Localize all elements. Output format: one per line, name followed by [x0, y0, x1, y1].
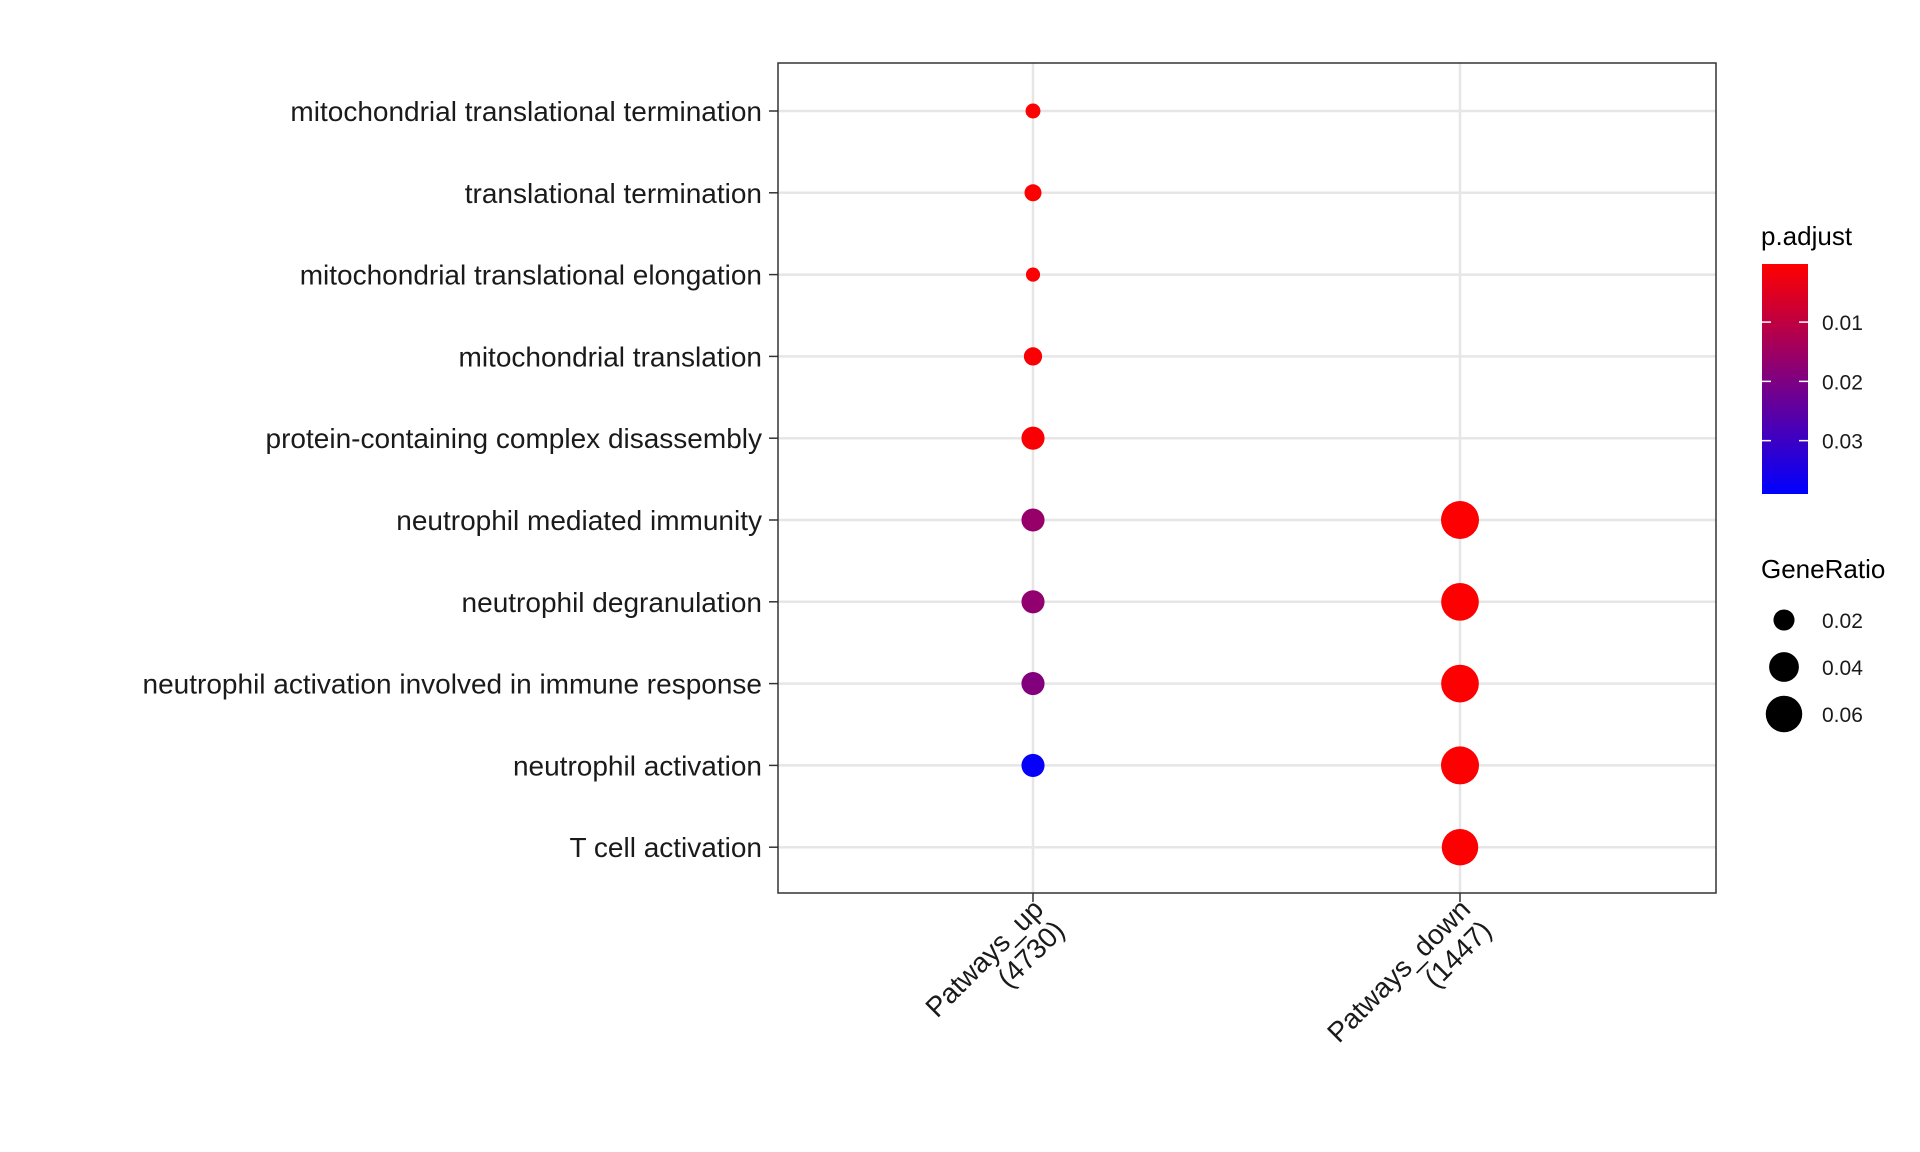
- x-tick-label-text: Patways_up(4730): [919, 893, 1070, 1044]
- x-tick-label-text: Patways_down(1447): [1321, 893, 1497, 1069]
- size-legend-label: 0.02: [1822, 610, 1863, 633]
- data-point: [1025, 267, 1041, 282]
- size-legend-title: GeneRatio: [1761, 554, 1885, 584]
- color-legend-title: p.adjust: [1761, 221, 1853, 251]
- y-tick-label: neutrophil activation involved in immune…: [143, 669, 762, 700]
- color-tick-label: 0.03: [1822, 431, 1863, 454]
- x-tick-label: Patways_down(1447): [1321, 893, 1497, 1069]
- color-tick-label: 0.01: [1822, 312, 1863, 335]
- size-legend: GeneRatio 0.02 0.04 0.06: [1761, 554, 1885, 733]
- y-tick-label: T cell activation: [570, 832, 762, 863]
- size-legend-dot: [1773, 609, 1795, 631]
- y-axis: mitochondrial translational termination t…: [143, 96, 778, 863]
- data-point: [1021, 508, 1045, 532]
- data-point: [1441, 582, 1479, 621]
- data-point: [1021, 590, 1045, 614]
- y-tick-label: mitochondrial translational elongation: [300, 260, 762, 291]
- data-point: [1021, 672, 1045, 696]
- y-tick-label: neutrophil activation: [513, 750, 762, 781]
- size-legend-label: 0.04: [1822, 657, 1863, 680]
- color-legend: p.adjust 0.01 0.02 0.03: [1761, 221, 1863, 494]
- color-tick-label: 0.02: [1822, 371, 1863, 394]
- data-point: [1441, 501, 1479, 539]
- gridlines: [778, 63, 1716, 893]
- y-tick-label: mitochondrial translational termination: [290, 96, 762, 127]
- size-legend-dot: [1765, 695, 1803, 733]
- y-tick-label: neutrophil degranulation: [462, 587, 762, 618]
- data-point: [1021, 426, 1045, 450]
- y-tick-label: protein-containing complex disassembly: [266, 423, 762, 454]
- data-point: [1441, 664, 1479, 703]
- data-point: [1023, 347, 1043, 366]
- y-tick-label: translational termination: [465, 178, 762, 209]
- size-legend-label: 0.06: [1822, 704, 1863, 727]
- color-bar: [1762, 264, 1808, 494]
- y-tick-label: mitochondrial translation: [459, 341, 763, 372]
- data-points: [1021, 103, 1479, 866]
- plot-panel-border: [777, 62, 1717, 894]
- size-legend-dot: [1769, 652, 1799, 682]
- x-tick-label: Patways_up(4730): [919, 893, 1070, 1044]
- data-point: [1025, 103, 1041, 119]
- y-tick-label: neutrophil mediated immunity: [396, 505, 762, 536]
- data-point: [1024, 184, 1042, 202]
- data-point: [1441, 746, 1479, 785]
- data-point: [1021, 753, 1045, 777]
- data-point: [1441, 828, 1479, 866]
- x-axis: Patways_up(4730) Patways_down(1447): [919, 893, 1497, 1069]
